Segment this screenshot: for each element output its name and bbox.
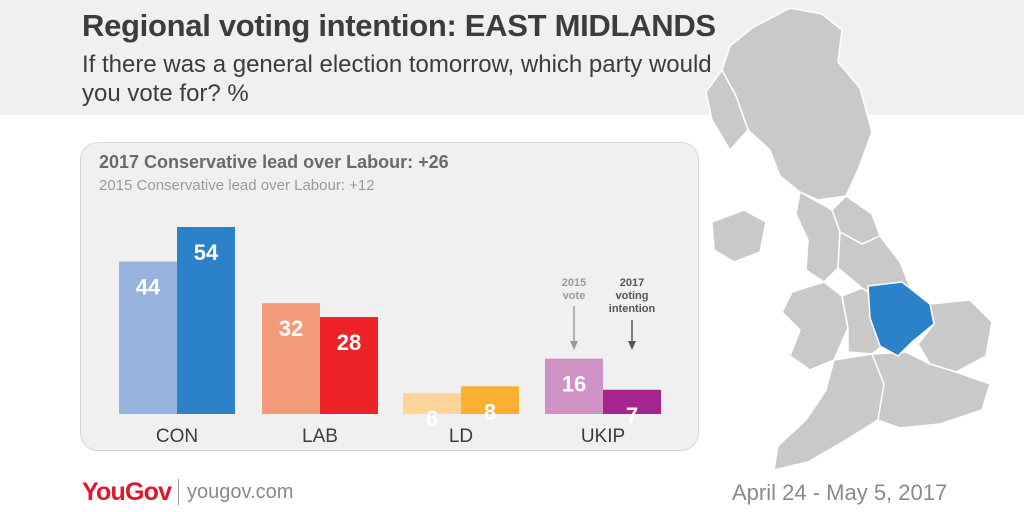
annotation-2015-arrowhead bbox=[570, 341, 578, 350]
region-east-midlands bbox=[867, 281, 935, 357]
bar-ld-2017 bbox=[461, 386, 519, 414]
data-label-lab-2017: 28 bbox=[337, 330, 361, 355]
region-south-east bbox=[870, 351, 991, 429]
bar-lab-2015 bbox=[262, 303, 320, 414]
bar-ld-2015 bbox=[403, 393, 461, 414]
category-label-ld: LD bbox=[449, 426, 473, 447]
region-scotland-west bbox=[705, 68, 749, 152]
data-label-ld-2017: 8 bbox=[484, 399, 496, 424]
bar-ukip-2015 bbox=[545, 358, 603, 414]
footer-divider bbox=[178, 479, 179, 505]
region-scotland bbox=[721, 7, 873, 201]
uk-regions bbox=[705, 7, 993, 471]
region-wales bbox=[781, 281, 849, 371]
yougov-logo: YouGov bbox=[82, 478, 172, 506]
data-label-ukip-2015: 16 bbox=[562, 372, 586, 397]
region-north-west bbox=[795, 190, 841, 283]
data-label-lab-2015: 32 bbox=[279, 316, 303, 341]
lead-2017-label: 2017 Conservative lead over Labour: +26 bbox=[99, 152, 449, 172]
lead-2015-label: 2015 Conservative lead over Labour: +12 bbox=[99, 177, 375, 194]
annotation-2017-arrowhead bbox=[628, 341, 636, 350]
bar-con-2017 bbox=[177, 227, 235, 414]
bar-con-2015 bbox=[119, 261, 177, 414]
category-label-ukip: UKIP bbox=[581, 426, 625, 447]
annotation-2017-voting-intention: 2017 voting intention bbox=[609, 277, 656, 315]
data-label-ld-2015: 6 bbox=[426, 406, 438, 431]
bar-ukip-2017 bbox=[603, 389, 661, 414]
data-label-con-2015: 44 bbox=[136, 275, 161, 300]
region-northern-ireland bbox=[711, 209, 767, 263]
category-label-con: CON bbox=[156, 426, 198, 447]
footer-url[interactable]: yougov.com bbox=[187, 481, 294, 503]
category-label-lab: LAB bbox=[302, 426, 338, 447]
chart-title: Regional voting intention: EAST MIDLANDS bbox=[82, 8, 716, 43]
annotation-2015-vote: 2015 vote bbox=[562, 277, 586, 302]
bar-lab-2017 bbox=[320, 317, 378, 414]
data-label-ukip-2017: 7 bbox=[626, 403, 638, 428]
chart-subtitle: If there was a general election tomorrow… bbox=[82, 51, 712, 107]
data-label-con-2017: 54 bbox=[194, 240, 219, 265]
fieldwork-date: April 24 - May 5, 2017 bbox=[732, 480, 948, 505]
region-south-west bbox=[773, 353, 885, 471]
